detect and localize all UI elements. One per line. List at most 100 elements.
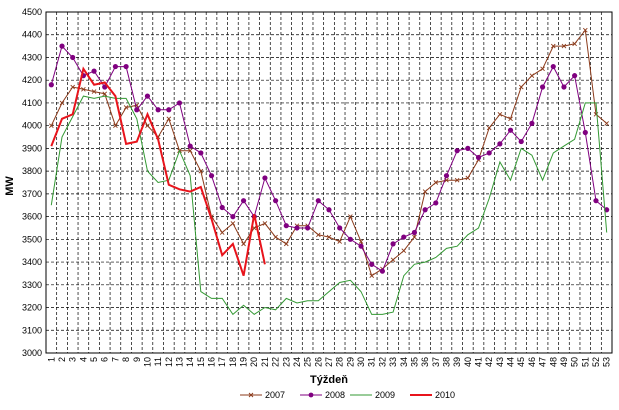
legend-item: 2010 <box>410 390 455 400</box>
data-point <box>347 236 353 242</box>
data-point <box>465 175 471 181</box>
x-tick-label: 22 <box>271 357 281 367</box>
data-point <box>273 198 279 204</box>
data-point <box>134 107 140 113</box>
data-point <box>70 84 76 90</box>
data-point <box>230 214 236 220</box>
data-point <box>187 143 193 149</box>
data-point <box>48 82 54 88</box>
x-tick-label: 44 <box>506 357 516 367</box>
data-point <box>529 120 535 126</box>
x-tick-label: 37 <box>431 357 441 367</box>
data-point <box>123 105 129 110</box>
y-tick-label: 4500 <box>22 7 42 17</box>
data-point <box>411 229 418 236</box>
data-point <box>240 198 247 204</box>
legend: 2007 2008 2009 2010 <box>240 390 455 400</box>
y-tick-label: 3000 <box>22 348 42 358</box>
data-point <box>508 116 513 122</box>
x-tick-label: 48 <box>548 357 558 367</box>
x-tick-label: 31 <box>367 357 377 367</box>
data-point <box>539 84 546 90</box>
data-point <box>198 150 204 156</box>
x-tick-label: 40 <box>463 357 473 367</box>
data-point <box>572 73 578 79</box>
legend-label: 2010 <box>435 390 455 400</box>
y-tick-label: 4200 <box>22 75 42 85</box>
data-point <box>166 107 172 113</box>
data-point <box>145 123 150 128</box>
x-axis-title: Týždeň <box>310 374 348 386</box>
x-tick-label: 49 <box>559 357 569 367</box>
data-point <box>241 241 246 247</box>
series-line <box>50 95 608 316</box>
data-point <box>518 138 524 145</box>
data-point <box>59 100 65 106</box>
data-point <box>465 145 471 151</box>
x-tick-labels: 1 2 3 4 5 6 7 8 9 10 11 12 13 14 15 16 17 18 19 20 21 22 23 24 2… <box>46 357 611 367</box>
series-2010 <box>50 66 266 277</box>
data-point <box>593 198 599 204</box>
data-point <box>316 232 321 238</box>
x-tick-label: 30 <box>356 357 366 367</box>
data-point <box>486 125 492 131</box>
x-tick-label: 10 <box>142 357 152 367</box>
data-point <box>348 214 353 219</box>
data-point <box>507 127 514 133</box>
data-point <box>497 111 503 117</box>
x-tick-label: 7 <box>110 357 120 362</box>
data-point <box>113 123 118 128</box>
data-point <box>49 123 54 128</box>
series-2008 <box>48 43 610 274</box>
x-tick-label: 23 <box>281 357 291 367</box>
legend-label: 2007 <box>265 390 285 400</box>
x-tick-label: 24 <box>292 357 302 367</box>
data-point <box>369 273 375 279</box>
data-point <box>518 84 524 90</box>
y-tick-label: 3500 <box>22 234 42 244</box>
legend-item: 2008 <box>300 390 345 400</box>
x-tick-label: 26 <box>313 357 323 367</box>
data-point <box>358 239 364 244</box>
data-point <box>390 241 396 247</box>
grid-lines <box>46 12 612 353</box>
x-tick-label: 52 <box>591 357 601 367</box>
x-tick-label: 5 <box>89 357 99 362</box>
x-tick-label: 4 <box>78 357 88 362</box>
x-tick-label: 13 <box>174 357 184 367</box>
data-point <box>337 225 343 231</box>
data-point <box>486 150 492 156</box>
x-tick-label: 11 <box>153 357 163 366</box>
x-tick-label: 43 <box>495 357 505 367</box>
y-tick-label: 3100 <box>22 325 42 335</box>
data-point <box>91 89 97 94</box>
x-tick-label: 2 <box>57 357 67 362</box>
x-tick-label: 27 <box>324 357 334 367</box>
x-tick-label: 51 <box>580 357 590 367</box>
x-tick-label: 19 <box>239 357 249 367</box>
series-2009 <box>50 95 608 316</box>
data-point <box>176 100 183 106</box>
data-point <box>283 223 289 229</box>
x-tick-label: 18 <box>228 357 238 367</box>
data-point <box>497 141 503 147</box>
data-point <box>198 168 204 174</box>
data-point <box>326 234 332 240</box>
data-point <box>262 175 268 181</box>
data-point <box>112 63 119 70</box>
data-point <box>582 129 588 136</box>
x-tick-label: 9 <box>132 357 142 362</box>
legend-marker <box>308 392 314 398</box>
legend-marker <box>248 392 254 398</box>
data-point <box>144 93 151 99</box>
data-point <box>454 148 460 154</box>
x-tick-label: 6 <box>100 357 110 362</box>
legend-label: 2008 <box>325 390 345 400</box>
data-point <box>305 225 311 231</box>
x-tick-label: 21 <box>260 357 270 367</box>
y-tick-label: 3400 <box>22 257 42 267</box>
data-point <box>550 43 556 49</box>
x-tick-label: 36 <box>420 357 430 367</box>
data-point <box>422 207 428 213</box>
